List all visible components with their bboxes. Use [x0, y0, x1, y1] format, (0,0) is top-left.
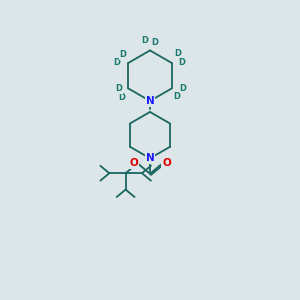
Text: D: D — [151, 38, 158, 46]
Text: D: D — [141, 36, 148, 45]
Text: D: D — [174, 49, 182, 58]
Text: O: O — [162, 158, 171, 168]
Text: D: D — [113, 58, 120, 67]
Text: D: D — [115, 84, 122, 93]
Text: D: D — [118, 93, 126, 102]
Text: N: N — [146, 96, 154, 106]
Text: D: D — [178, 58, 185, 67]
Text: O: O — [129, 158, 138, 168]
Text: D: D — [180, 84, 187, 93]
Text: D: D — [120, 50, 127, 59]
Text: N: N — [146, 153, 154, 163]
Text: D: D — [173, 92, 180, 101]
